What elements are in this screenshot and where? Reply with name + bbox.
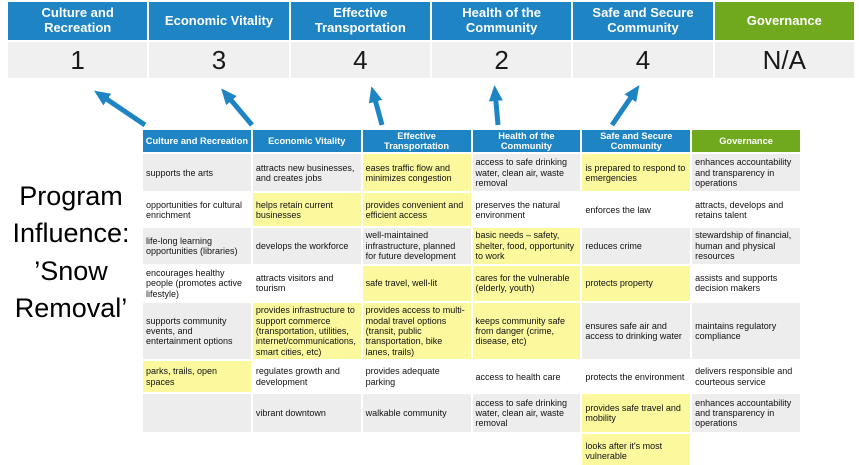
- arrow-culture-and-recreation: [94, 90, 147, 128]
- matrix-cell: attracts new businesses, and creates job…: [252, 154, 361, 192]
- matrix-cell: well-maintained infrastructure, planned …: [362, 228, 471, 264]
- summary-header-governance: Governance: [714, 2, 854, 40]
- matrix-cell: access to health care: [472, 361, 581, 393]
- matrix-cell: encourages healthy people (promotes acti…: [143, 265, 251, 302]
- summary-header-culture-and-recreation: Culture and Recreation: [8, 2, 148, 40]
- matrix-cell: [252, 434, 361, 465]
- matrix-cell: delivers responsible and courteous servi…: [692, 361, 800, 393]
- matrix-cell: supports community events, and entertain…: [143, 303, 251, 360]
- summary-score-safe-and-secure-community: 4: [573, 42, 713, 78]
- matrix-cell: life-long learning opportunities (librar…: [143, 228, 251, 264]
- matrix-cell: basic needs – safety, shelter, food, opp…: [472, 228, 581, 264]
- matrix-header-cell: Governance: [692, 130, 800, 153]
- summary-score-culture-and-recreation: 1: [8, 42, 148, 78]
- matrix-cell: ensures safe air and access to drinking …: [582, 303, 691, 360]
- matrix-cell: safe travel, well-lit: [362, 265, 471, 302]
- program-influence-label: Program Influence: ’Snow Removal’: [0, 178, 142, 327]
- matrix-cell: provides convenient and efficient access: [362, 193, 471, 227]
- matrix-cell: protects property: [582, 265, 691, 302]
- summary-score-health-of-the-community: 2: [431, 42, 572, 78]
- matrix-header-cell: Safe and Secure Community: [582, 130, 691, 153]
- matrix-cell: access to safe drinking water, clean air…: [472, 154, 581, 192]
- matrix-cell: attracts, develops and retains talent: [692, 193, 800, 227]
- matrix-cell: provides safe travel and mobility: [582, 394, 691, 433]
- matrix-cell: reduces crime: [582, 228, 691, 264]
- program-label-line: ’Snow: [34, 255, 108, 286]
- matrix-cell: eases traffic flow and minimizes congest…: [362, 154, 471, 192]
- matrix-cell: enhances accountability and transparency…: [692, 394, 800, 433]
- matrix-header-cell: Health of the Community: [472, 130, 581, 153]
- summary-header-effective-transportation: Effective Transportation: [290, 2, 430, 40]
- summary-score-economic-vitality: 3: [149, 42, 289, 78]
- matrix-cell: is prepared to respond to emergencies: [582, 154, 691, 192]
- matrix-cell: cares for the vulnerable (elderly, youth…: [472, 265, 581, 302]
- matrix-cell: develops the workforce: [252, 228, 361, 264]
- program-label-line: Program: [19, 181, 123, 211]
- matrix-cell: [362, 434, 471, 465]
- matrix-cell: attracts visitors and tourism: [252, 265, 361, 302]
- arrow-economic-vitality: [221, 88, 254, 127]
- matrix-cell: supports the arts: [143, 154, 251, 192]
- matrix-cell: [143, 434, 251, 465]
- matrix-cell: protects the environment: [582, 361, 691, 393]
- matrix-cell: stewardship of financial, human and phys…: [692, 228, 800, 264]
- matrix-cell: walkable community: [362, 394, 471, 433]
- matrix-cell: provides infrastructure to support comme…: [252, 303, 361, 360]
- matrix-cell: parks, trails, open spaces: [143, 361, 251, 393]
- program-label-line: Influence:: [12, 218, 130, 249]
- matrix-cell: keeps community safe from danger (crime,…: [472, 303, 581, 360]
- matrix-cell: provides adequate parking: [362, 361, 471, 393]
- summary-header-health-of-the-community: Health of the Community: [431, 2, 572, 40]
- matrix-header-cell: Culture and Recreation: [143, 130, 251, 153]
- matrix-cell: assists and supports decision makers: [692, 265, 800, 302]
- matrix-cell: preserves the natural environment: [472, 193, 581, 227]
- summary-score-effective-transportation: 4: [290, 42, 430, 78]
- matrix-cell: opportunities for cultural enrichment: [143, 193, 251, 227]
- program-label-line: Removal’: [14, 292, 128, 323]
- matrix-cell: [143, 394, 251, 433]
- summary-header-safe-and-secure-community: Safe and Secure Community: [573, 2, 713, 40]
- matrix-cell: enforces the law: [582, 193, 691, 227]
- matrix-cell: looks after it's most vulnerable: [582, 434, 691, 465]
- matrix-cell: helps retain current businesses: [252, 193, 361, 227]
- summary-header-economic-vitality: Economic Vitality: [149, 2, 289, 40]
- summary-table: Culture and Recreation Economic Vitality…: [8, 2, 854, 78]
- matrix-cell: vibrant downtown: [252, 394, 361, 433]
- matrix-header-cell: Effective Transportation: [362, 130, 471, 153]
- matrix-header-cell: Economic Vitality: [252, 130, 361, 153]
- arrow-effective-transportation: [368, 86, 385, 126]
- arrow-health-of-the-community: [488, 85, 503, 126]
- matrix-cell: regulates growth and development: [252, 361, 361, 393]
- matrix-cell: [692, 434, 800, 465]
- matrix-cell: access to safe drinking water, clean air…: [472, 394, 581, 433]
- matrix-cell: maintains regulatory compliance: [692, 303, 800, 360]
- summary-score-governance: N/A: [714, 42, 854, 78]
- influence-arrows: [94, 85, 640, 128]
- matrix-cell: enhances accountability and transparency…: [692, 154, 800, 192]
- matrix-cell: provides access to multi-modal travel op…: [362, 303, 471, 360]
- matrix-cell: [472, 434, 581, 465]
- influence-matrix: Culture and Recreation Economic Vitality E…: [143, 130, 800, 465]
- arrow-safe-and-secure-community: [609, 85, 640, 127]
